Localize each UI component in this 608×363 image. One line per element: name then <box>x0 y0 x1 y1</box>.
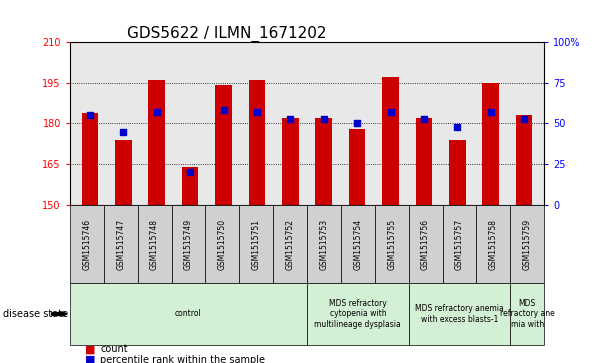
Bar <box>182 167 198 205</box>
Text: control: control <box>175 310 202 318</box>
Bar <box>382 77 399 205</box>
Bar <box>349 129 365 205</box>
Point <box>119 129 128 135</box>
Text: MDS refractory anemia
with excess blasts-1: MDS refractory anemia with excess blasts… <box>415 304 504 324</box>
Text: GSM1515753: GSM1515753 <box>319 219 328 270</box>
Text: GSM1515746: GSM1515746 <box>82 219 91 270</box>
Text: GDS5622 / ILMN_1671202: GDS5622 / ILMN_1671202 <box>127 25 326 42</box>
Text: ■: ■ <box>85 355 95 363</box>
Bar <box>316 118 332 205</box>
Text: GSM1515752: GSM1515752 <box>286 219 295 270</box>
Point <box>219 107 229 113</box>
Text: GSM1515748: GSM1515748 <box>150 219 159 270</box>
Text: GSM1515759: GSM1515759 <box>523 219 532 270</box>
Bar <box>416 118 432 205</box>
Point <box>185 170 195 175</box>
Point <box>385 109 395 115</box>
Point <box>486 109 496 115</box>
Text: MDS refractory
cytopenia with
multilineage dysplasia: MDS refractory cytopenia with multilinea… <box>314 299 401 329</box>
Text: disease state: disease state <box>3 309 68 319</box>
Text: GSM1515758: GSM1515758 <box>489 219 498 270</box>
Text: GSM1515747: GSM1515747 <box>116 219 125 270</box>
Text: GSM1515751: GSM1515751 <box>252 219 261 270</box>
Text: MDS
refractory ane
mia with: MDS refractory ane mia with <box>500 299 554 329</box>
Text: GSM1515757: GSM1515757 <box>455 219 464 270</box>
Point <box>519 115 529 121</box>
Point <box>286 115 295 121</box>
Text: GSM1515750: GSM1515750 <box>218 219 227 270</box>
Bar <box>282 118 299 205</box>
Text: GSM1515749: GSM1515749 <box>184 219 193 270</box>
Bar <box>81 113 98 205</box>
Bar <box>115 140 132 205</box>
Text: GSM1515754: GSM1515754 <box>353 219 362 270</box>
Text: percentile rank within the sample: percentile rank within the sample <box>100 355 265 363</box>
Point <box>419 115 429 121</box>
Text: count: count <box>100 344 128 354</box>
Bar <box>449 140 466 205</box>
Point <box>152 109 162 115</box>
Point <box>252 109 262 115</box>
Point <box>452 124 462 130</box>
Point <box>352 121 362 126</box>
Text: GSM1515756: GSM1515756 <box>421 219 430 270</box>
Bar <box>215 85 232 205</box>
Text: ■: ■ <box>85 344 95 354</box>
Point <box>319 115 328 121</box>
Bar <box>249 80 265 205</box>
Text: GSM1515755: GSM1515755 <box>387 219 396 270</box>
Point <box>85 113 95 118</box>
Bar <box>516 115 533 205</box>
Bar <box>482 83 499 205</box>
Bar <box>148 80 165 205</box>
